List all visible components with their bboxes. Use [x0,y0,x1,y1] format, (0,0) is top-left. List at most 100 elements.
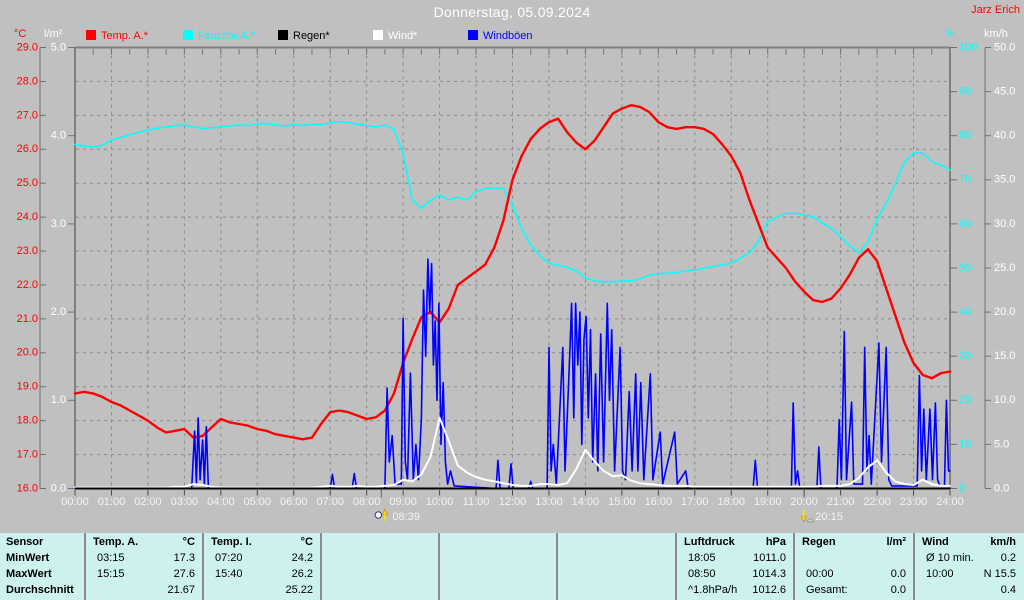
svg-text:22.0: 22.0 [17,279,38,291]
svg-text:01:00: 01:00 [98,496,126,508]
svg-text:16:00: 16:00 [645,496,673,508]
col-unit-luftdruck: hPa [765,536,786,548]
col-header-temp-i-: Temp. I. [211,536,252,548]
svg-text:18.0: 18.0 [17,415,38,427]
svg-text:4.0: 4.0 [51,130,66,142]
legend-label: Windböen [483,30,533,42]
svg-text:21:00: 21:00 [827,496,855,508]
svg-text:19.0: 19.0 [17,381,38,393]
svg-text:07:00: 07:00 [316,496,344,508]
cell-temp-i--value: 24.2 [291,552,313,564]
cell-temp-a--value: 17.3 [173,552,195,564]
cell-wind-value: 0.4 [1000,584,1016,596]
unit-label-humidity: % [945,28,955,40]
cell-temp-a--value: 21.67 [167,584,195,596]
svg-text:03:00: 03:00 [171,496,199,508]
svg-text:10: 10 [959,438,971,450]
cell-wind-value: N 15.5 [983,568,1016,580]
legend-label: Temp. A.* [101,30,149,42]
svg-text:20: 20 [959,394,971,406]
cell-temp-i--time: 15:40 [215,568,243,580]
cell-temp-a--time: 03:15 [97,552,125,564]
cell-temp-a--value: 27.6 [173,568,195,580]
svg-text:29.0: 29.0 [17,41,38,53]
col-unit-wind: km/h [990,536,1016,548]
cell-regen-value: 0.0 [890,568,906,580]
table-column-separator [793,533,795,600]
svg-text:5.0: 5.0 [994,438,1009,450]
cell-temp-i--value: 25.22 [285,584,313,596]
svg-text:50: 50 [959,262,971,274]
table-column-separator [913,533,915,600]
cell-luftdruck-time: ^1.8hPa/h [688,584,738,596]
axis-rain: 0.0 1.0 2.0 3.0 4.0 5.0 [51,41,75,494]
svg-text:00:00: 00:00 [61,496,89,508]
svg-text:26.0: 26.0 [17,143,38,155]
svg-text:16.0: 16.0 [17,482,38,494]
svg-text:10.0: 10.0 [994,394,1015,406]
svg-text:04:00: 04:00 [207,496,235,508]
svg-text:11:00: 11:00 [463,496,490,508]
legend-item-1: Temp. A.* [86,30,148,42]
svg-text:90: 90 [959,86,971,98]
sun-down-arrow-icon [800,515,807,523]
svg-text:23:00: 23:00 [900,496,928,508]
svg-text:08:39: 08:39 [392,511,420,523]
table-column-separator [320,533,322,600]
svg-text:28.0: 28.0 [17,75,38,87]
sensor-summary-table: Sensor MinWert MaxWert Durchschnitt Temp. A.… [0,533,1024,600]
gridlines [76,48,949,488]
cell-temp-i--value: 26.2 [291,568,313,580]
svg-text:5.0: 5.0 [51,41,66,53]
svg-text:25.0: 25.0 [994,262,1015,274]
row-label-minwert: MinWert [6,552,50,564]
cell-luftdruck-time: 08:50 [688,568,716,580]
col-unit-temp-i-: °C [300,536,313,548]
svg-text:45.0: 45.0 [994,86,1015,98]
table-column-separator [556,533,558,600]
col-header-temp-a-: Temp. A. [93,536,139,548]
col-header-luftdruck: Luftdruck [684,536,735,548]
col-header-wind: Wind [922,536,949,548]
axis-time: 00:00 01:00 02:00 03:00 04:00 05:00 06:00 07:00… [61,487,964,508]
series-windb-en [74,258,951,490]
svg-text:0.0: 0.0 [51,482,66,494]
legend-label: Feuchte A.* [198,30,255,42]
series-feuchte-a- [74,120,951,283]
cell-regen-time: 00:00 [806,568,834,580]
svg-text:35.0: 35.0 [994,174,1015,186]
sunrise-marker: 08:39 [374,489,420,523]
svg-text:17:00: 17:00 [681,496,709,508]
cell-luftdruck-value: 1014.3 [752,568,786,580]
col-unit-regen: l/m² [886,536,906,548]
svg-text:10:00: 10:00 [426,496,454,508]
svg-text:60: 60 [959,218,971,230]
cell-regen-time: Gesamt: [806,584,848,596]
svg-text:70: 70 [959,174,971,186]
row-label-durchschnitt: Durchschnitt [6,584,74,596]
table-column-separator [438,533,440,600]
cell-wind-value: 0.2 [1000,552,1016,564]
legend-swatch [183,30,193,40]
legend-label: Regen* [293,30,330,42]
svg-text:15.0: 15.0 [994,350,1015,362]
sunset-marker: 20:15 [800,489,843,523]
svg-text:1.0: 1.0 [51,394,66,406]
legend-swatch [468,30,478,40]
legend-item-2: Feuchte A.* [183,30,255,42]
svg-text:27.0: 27.0 [17,109,38,121]
legend-swatch [278,30,288,40]
svg-text:100: 100 [959,41,977,53]
svg-text:0: 0 [959,482,965,494]
horizon-icon [807,518,814,523]
svg-text:13:00: 13:00 [535,496,563,508]
cell-temp-a--time: 15:15 [97,568,125,580]
svg-text:20.0: 20.0 [994,306,1015,318]
station-owner-label: Jarz Erich [971,4,1020,16]
legend-swatch [373,30,383,40]
svg-text:15:00: 15:00 [608,496,636,508]
svg-text:20:00: 20:00 [790,496,818,508]
svg-text:05:00: 05:00 [244,496,272,508]
svg-text:20:15: 20:15 [815,511,843,523]
